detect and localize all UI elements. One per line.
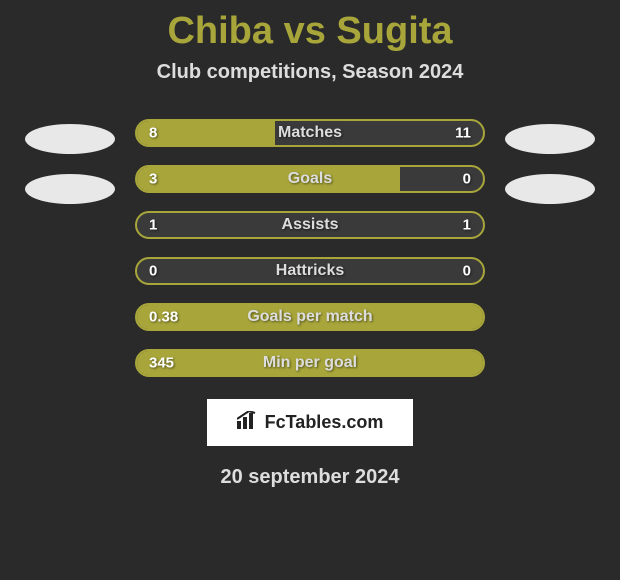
logo-box[interactable]: FcTables.com — [207, 399, 414, 446]
subtitle: Club competitions, Season 2024 — [157, 61, 464, 84]
stat-row-gpm: 0.38 Goals per match — [135, 303, 485, 331]
player2-avatar-1 — [505, 124, 595, 154]
player1-avatar-2 — [25, 174, 115, 204]
stat-value-right: 0 — [463, 263, 471, 280]
date-text: 20 september 2024 — [220, 466, 399, 489]
title-player1: Chiba — [167, 10, 273, 52]
stat-value-right: 0 — [463, 171, 471, 188]
stat-value-left: 345 — [149, 355, 174, 372]
player1-avatar-1 — [25, 124, 115, 154]
stat-row-mpg: 345 Min per goal — [135, 349, 485, 377]
avatars-left-column — [10, 119, 115, 204]
chart-icon — [237, 411, 259, 434]
stat-value-left: 1 — [149, 217, 157, 234]
stat-label: Hattricks — [276, 262, 344, 280]
stat-value-left: 0 — [149, 263, 157, 280]
stats-section: 8 Matches 11 3 Goals 0 1 Assists 1 0 Hat… — [0, 119, 620, 377]
stat-label: Assists — [282, 216, 339, 234]
stat-label: Goals per match — [247, 308, 372, 326]
stat-label: Matches — [278, 124, 342, 142]
main-container: Chiba vs Sugita Club competitions, Seaso… — [0, 0, 620, 499]
stat-label: Goals — [288, 170, 332, 188]
stat-fill-left — [137, 121, 275, 145]
player2-avatar-2 — [505, 174, 595, 204]
logo-text: FcTables.com — [265, 412, 384, 433]
stat-row-matches: 8 Matches 11 — [135, 119, 485, 147]
stat-value-right: 11 — [455, 125, 471, 142]
stat-value-left: 3 — [149, 171, 157, 188]
title-player2: Sugita — [336, 10, 452, 52]
stat-value-right: 1 — [463, 217, 471, 234]
avatars-right-column — [505, 119, 610, 204]
stat-value-left: 0.38 — [149, 309, 178, 326]
stat-fill-left — [137, 167, 400, 191]
stats-bars: 8 Matches 11 3 Goals 0 1 Assists 1 0 Hat… — [135, 119, 485, 377]
stat-row-assists: 1 Assists 1 — [135, 211, 485, 239]
stat-row-goals: 3 Goals 0 — [135, 165, 485, 193]
stat-row-hattricks: 0 Hattricks 0 — [135, 257, 485, 285]
stat-label: Min per goal — [263, 354, 357, 372]
page-title: Chiba vs Sugita — [167, 10, 452, 53]
stat-value-left: 8 — [149, 125, 157, 142]
title-vs: vs — [284, 10, 326, 52]
